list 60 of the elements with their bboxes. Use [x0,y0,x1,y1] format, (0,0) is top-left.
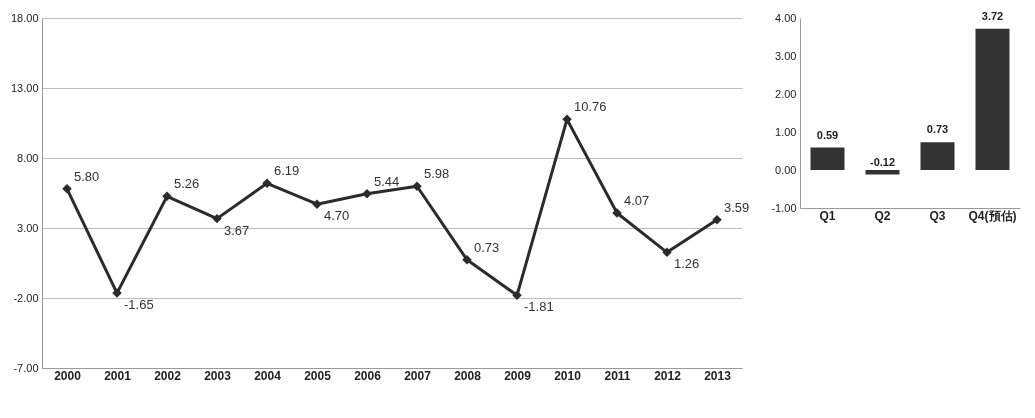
data-label: 3.59 [724,199,750,215]
x-tick-label: 2010 [554,368,582,383]
y-tick-label: -1.00 [771,201,797,214]
point [412,181,422,192]
y-tick-label: 18.00 [10,11,39,24]
data-label: 3.67 [224,222,250,238]
x-tick-label: Q1 [819,208,836,223]
data-label: 3.72 [981,9,1004,22]
data-label: -0.12 [869,155,896,168]
y-tick-label: 3.00 [775,49,797,62]
x-tick-label: Q2 [874,208,891,223]
x-tick-label: 2006 [354,368,382,383]
point [562,114,572,125]
y-tick-label: 2.00 [775,87,797,100]
data-label: 5.80 [74,168,100,184]
data-label: 4.70 [324,208,350,224]
y-tick-label: -7.00 [13,361,39,374]
bar [865,170,900,175]
data-label: 0.73 [926,123,949,136]
point [262,178,272,189]
point [512,290,522,301]
data-label: 10.76 [574,99,607,115]
x-tick-label: Q3 [929,208,946,223]
x-tick-label: 2007 [404,368,432,383]
bar [810,147,845,170]
data-label: 5.44 [374,173,400,189]
y-tick-label: 13.00 [10,81,39,94]
x-tick-label: 2012 [654,368,682,383]
y-tick-label: -2.00 [13,291,39,304]
x-tick-label: 2003 [204,368,232,383]
point [212,213,222,224]
x-tick-label: 2000 [54,368,82,383]
x-tick-label: 2008 [454,368,482,383]
data-label: -1.81 [524,299,554,315]
data-label: 6.19 [274,163,300,179]
data-label: 4.07 [624,193,650,209]
x-tick-label: 2002 [154,368,182,383]
bar [975,28,1010,170]
point [162,191,172,202]
y-tick-label: 1.00 [775,125,797,138]
x-tick-label: 2004 [254,368,282,383]
data-label: 0.73 [474,239,500,255]
x-tick-label: 2005 [304,368,332,383]
data-label: 5.26 [174,176,200,192]
bar [920,142,955,170]
point [662,247,672,258]
y-tick-label: 8.00 [17,151,39,164]
y-tick-label: 0.00 [775,163,797,176]
x-tick-label: 2011 [604,368,631,383]
x-tick-label: Q4(預估) [968,208,1017,223]
data-label: 0.59 [816,128,839,141]
point [712,215,722,225]
data-label: 1.26 [674,256,700,272]
x-tick-label: 2013 [704,368,732,383]
y-tick-label: 3.00 [17,221,39,234]
x-tick-label: 2009 [504,368,532,383]
x-tick-label: 2001 [104,368,132,383]
data-label: 5.98 [424,166,450,182]
y-tick-label: 4.00 [775,11,797,24]
data-label: -1.65 [124,297,154,313]
